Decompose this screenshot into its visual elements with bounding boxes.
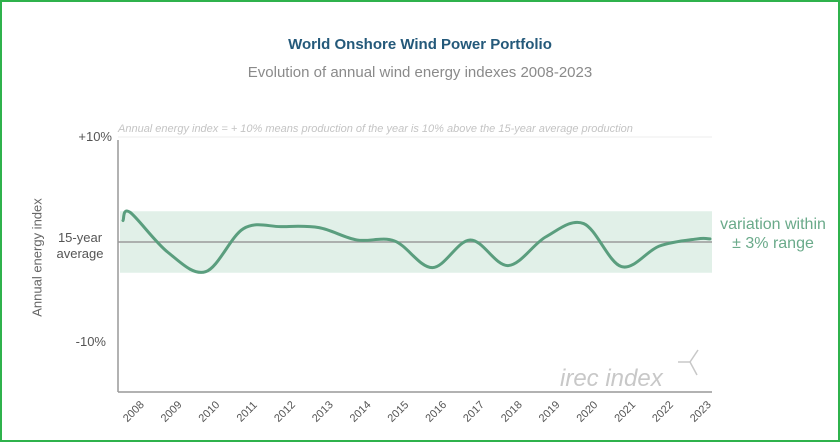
x-tick-label: 2019 (537, 399, 563, 425)
x-tick-label: 2011 (235, 399, 260, 424)
y-tick-average: 15-year average (56, 230, 104, 261)
x-tick-label: 2023 (688, 399, 714, 425)
x-tick-label: 2018 (499, 399, 525, 425)
x-tick-label: 2009 (159, 399, 185, 425)
x-tick-label: 2017 (461, 399, 487, 425)
y-tick-bottom: -10% (75, 334, 106, 349)
y-tick-top: +10% (78, 129, 112, 144)
x-tick-label: 2013 (310, 399, 336, 425)
x-tick-label: 2010 (197, 399, 223, 425)
x-tick-label: 2015 (386, 399, 412, 425)
series-line (121, 209, 712, 274)
band-label: variation within ± 3% range (720, 216, 826, 252)
x-tick-label: 2020 (575, 399, 601, 425)
watermark-text: irec index (560, 365, 664, 392)
x-tick-label: 2021 (612, 399, 638, 425)
x-tick-label: 2008 (121, 399, 147, 425)
x-tick-label: 2014 (348, 399, 374, 425)
x-tick-label: 2016 (423, 399, 449, 425)
chart-subtitle: Evolution of annual wind energy indexes … (247, 64, 593, 81)
x-tick-label: 2022 (650, 399, 676, 425)
chart-title: World Onshore Wind Power Portfolio (288, 36, 552, 53)
chart-note: Annual energy index = + 10% means produc… (118, 123, 633, 135)
turbine-icon (678, 349, 699, 376)
x-tick-label: 2012 (272, 399, 298, 425)
